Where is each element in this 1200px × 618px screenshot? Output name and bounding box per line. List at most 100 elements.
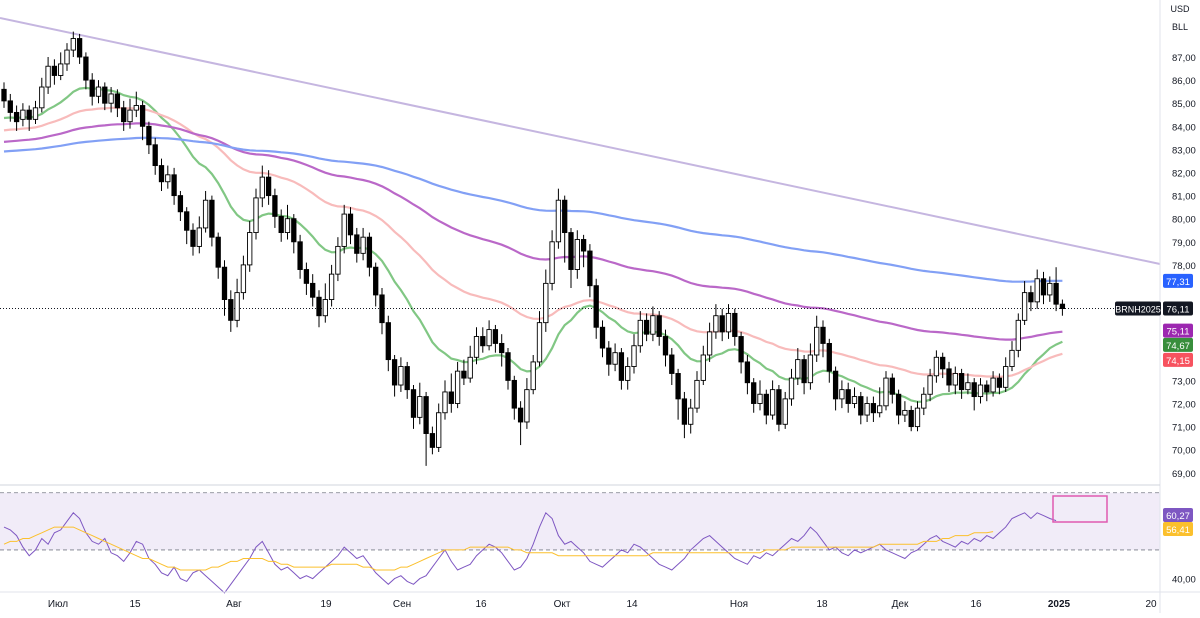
candle xyxy=(76,33,83,64)
candle-body xyxy=(795,359,801,379)
ema-50-line xyxy=(3,106,1063,379)
candle-body xyxy=(480,336,486,347)
candle xyxy=(618,348,625,390)
candle-body xyxy=(1003,366,1009,388)
candle-body xyxy=(291,218,297,243)
candle xyxy=(530,354,536,395)
ema-100-line xyxy=(3,122,1063,341)
candle-body xyxy=(574,239,580,270)
candle-body xyxy=(864,403,870,416)
candle xyxy=(1059,299,1066,316)
candle xyxy=(328,264,335,307)
candle xyxy=(889,373,895,404)
candle-body xyxy=(505,352,511,381)
candle-body xyxy=(549,241,555,284)
candle xyxy=(839,380,845,409)
candle-body xyxy=(297,241,303,270)
candle xyxy=(310,274,316,307)
candle xyxy=(643,313,650,342)
candle-body xyxy=(228,299,234,321)
candle-body xyxy=(606,347,612,365)
rsi-badge-bg xyxy=(1163,508,1193,522)
candle-body xyxy=(114,93,121,109)
x-tick-label: Дек xyxy=(892,599,909,610)
candle-body xyxy=(1040,278,1047,296)
candle-body xyxy=(139,105,146,127)
candle xyxy=(114,89,121,118)
candle-body xyxy=(158,165,165,183)
x-tick-label: 14 xyxy=(626,599,638,610)
candle-body xyxy=(669,354,675,374)
candle-body xyxy=(587,250,593,287)
candle xyxy=(316,290,322,328)
candle-body xyxy=(738,336,744,363)
candle-body xyxy=(335,245,341,275)
candle xyxy=(719,308,725,342)
candle xyxy=(354,227,360,263)
candle-body xyxy=(851,396,858,404)
candle-body xyxy=(26,109,32,120)
candle xyxy=(845,382,851,413)
y-tick-label: 86,00 xyxy=(1172,76,1196,87)
candle-body xyxy=(801,359,807,384)
candle-body xyxy=(782,398,788,425)
candle-body xyxy=(76,38,83,58)
price-badge-text: 74,15 xyxy=(1166,356,1190,367)
candle-body xyxy=(473,336,480,358)
candle-body xyxy=(499,342,505,354)
candle-body xyxy=(221,266,228,300)
y-tick-label: 83,00 xyxy=(1172,145,1196,156)
symbol-label-bg xyxy=(1115,301,1161,316)
candle xyxy=(391,354,398,397)
candle-body xyxy=(215,236,221,268)
candle-body xyxy=(461,370,467,379)
candle xyxy=(732,308,738,346)
candle-body xyxy=(612,352,618,365)
price-badge-bg xyxy=(1163,337,1193,352)
candle xyxy=(587,244,593,298)
candle-body xyxy=(133,105,139,111)
candle xyxy=(826,338,832,383)
candle-body xyxy=(209,199,215,238)
candle-body xyxy=(51,65,58,76)
candle-body xyxy=(95,86,102,97)
candle xyxy=(738,331,744,374)
candle-body xyxy=(858,396,864,416)
candle xyxy=(196,216,202,254)
candle-body xyxy=(946,368,952,386)
candle xyxy=(360,227,366,261)
candle xyxy=(1028,285,1034,312)
candle-body xyxy=(177,195,184,213)
candle xyxy=(366,232,373,277)
x-tick-label: 18 xyxy=(816,599,828,610)
candle-body xyxy=(965,382,971,391)
candle-body xyxy=(20,109,26,120)
candle-body xyxy=(625,366,631,381)
candle-body xyxy=(1009,349,1015,367)
price-badges: 77,31 75,11 74,67 74,15 76,11 BRNH2025 60,27 56… xyxy=(1115,273,1193,536)
candle-body xyxy=(341,213,347,247)
candle xyxy=(946,361,952,392)
last-price-bg xyxy=(1163,301,1193,316)
candle-body xyxy=(713,315,719,333)
candle xyxy=(814,315,820,362)
candle xyxy=(776,385,782,432)
candle-body xyxy=(127,109,133,123)
rsi-band xyxy=(0,492,1160,551)
candle xyxy=(202,190,209,233)
candle-body xyxy=(202,199,209,229)
candle xyxy=(398,357,404,392)
candle-body xyxy=(284,218,291,234)
candle xyxy=(45,57,51,94)
candle xyxy=(272,188,278,228)
candle xyxy=(958,368,965,399)
candle-body xyxy=(190,229,196,247)
unit-label[interactable]: BLL xyxy=(1171,22,1188,32)
candle-body xyxy=(599,326,606,349)
candle-body xyxy=(347,213,354,236)
candle xyxy=(486,320,492,351)
currency-label[interactable]: USD xyxy=(1170,4,1190,14)
y-tick-label: 81,00 xyxy=(1172,192,1196,203)
x-tick-label: 19 xyxy=(320,599,332,610)
